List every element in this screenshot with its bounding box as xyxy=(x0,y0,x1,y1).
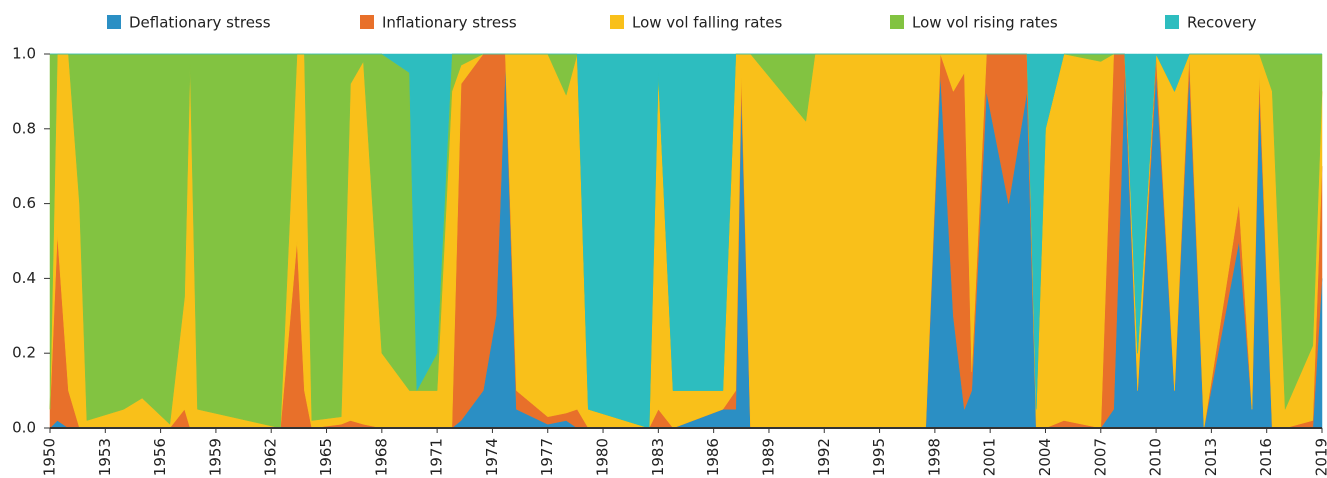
y-tick-label: 0.8 xyxy=(12,119,36,137)
x-tick-label: 2013 xyxy=(1202,438,1220,476)
legend-swatch xyxy=(1165,15,1179,29)
legend-label: Deflationary stress xyxy=(129,14,271,32)
legend-swatch xyxy=(610,15,624,29)
y-tick-label: 0.6 xyxy=(12,194,36,212)
x-tick-label: 2010 xyxy=(1147,438,1165,476)
x-tick-label: 2001 xyxy=(981,438,999,476)
x-tick-label: 2019 xyxy=(1313,438,1327,476)
x-tick-label: 1953 xyxy=(96,438,114,476)
y-tick-label: 1.0 xyxy=(12,45,36,63)
y-tick-label: 0.0 xyxy=(12,419,36,437)
legend-swatch xyxy=(360,15,374,29)
x-tick-label: 1983 xyxy=(649,438,667,476)
legend-label: Inflationary stress xyxy=(382,14,517,32)
x-tick-label: 1995 xyxy=(870,438,888,476)
x-tick-label: 1989 xyxy=(759,438,777,476)
legend-label: Low vol falling rates xyxy=(632,14,783,32)
x-tick-label: 1974 xyxy=(483,438,501,476)
legend-swatch xyxy=(890,15,904,29)
x-tick-label: 2016 xyxy=(1257,438,1275,476)
x-tick-label: 1980 xyxy=(594,438,612,476)
x-tick-label: 1986 xyxy=(704,438,722,476)
x-tick-label: 1971 xyxy=(428,438,446,476)
x-tick-label: 1965 xyxy=(317,438,335,476)
legend-label: Recovery xyxy=(1187,14,1257,32)
legend-swatch xyxy=(107,15,121,29)
x-tick-label: 1962 xyxy=(262,438,280,476)
x-tick-label: 2004 xyxy=(1036,438,1054,476)
x-tick-label: 2007 xyxy=(1091,438,1109,476)
y-tick-label: 0.4 xyxy=(12,269,36,287)
x-tick-label: 1959 xyxy=(206,438,224,476)
area xyxy=(50,53,1322,429)
x-tick-label: 1950 xyxy=(41,438,59,476)
legend-label: Low vol rising rates xyxy=(912,14,1058,32)
x-tick-label: 1992 xyxy=(815,438,833,476)
y-tick-label: 0.2 xyxy=(12,344,36,362)
x-tick-label: 1977 xyxy=(538,438,556,476)
x-tick-label: 1968 xyxy=(372,438,390,476)
x-tick-label: 1956 xyxy=(151,438,169,476)
x-tick-label: 1998 xyxy=(925,438,943,476)
